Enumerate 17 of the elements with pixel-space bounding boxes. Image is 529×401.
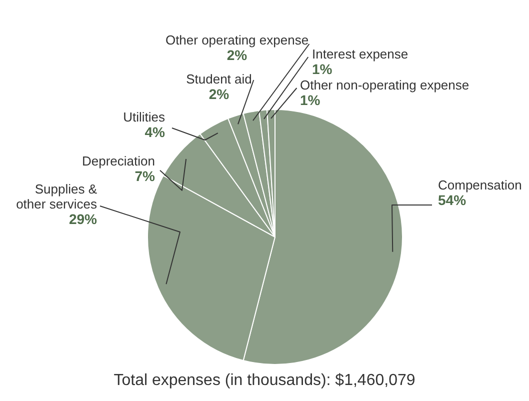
data-label: 1% (312, 60, 333, 77)
slice-label: Depreciation (82, 154, 155, 169)
data-label: 29% (68, 210, 98, 227)
slice-label: Student aid (186, 72, 252, 87)
data-label: 7% (134, 168, 156, 184)
slice-label: Other non-operating expense (300, 78, 470, 93)
text: Total expenses (in thousands): $1,460,079 (112, 372, 416, 390)
data-label: 54% (438, 192, 467, 208)
slice-label: Compensation (438, 178, 522, 193)
slice-label: Supplies & other services (16, 182, 98, 212)
slice-label: Utilities (123, 110, 166, 125)
data-label: 4% (144, 124, 166, 140)
slice-label: Interest expense (312, 46, 408, 62)
data-label: 2% (226, 46, 248, 63)
data-label: 2% (208, 86, 230, 102)
slice-label: Other operating expense (165, 32, 309, 48)
data-label: 1% (300, 92, 321, 108)
